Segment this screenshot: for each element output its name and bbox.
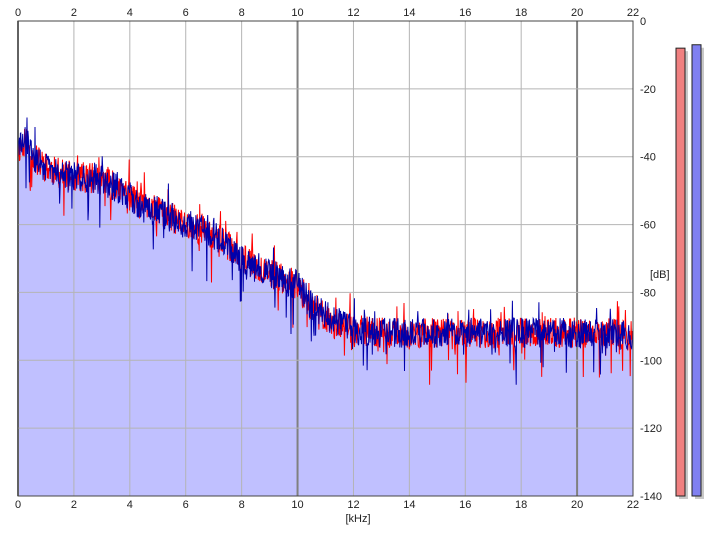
y-tick-label: -20 [640,84,656,96]
right-channel-line [17,117,634,385]
x-tick-label: 8 [239,7,245,19]
x-tick-label: 4 [127,499,133,511]
x-tick-label: 0 [15,7,21,19]
x-tick-label: 18 [515,499,527,511]
x-tick-label: 2 [71,7,77,19]
x-tick-label: 8 [239,499,245,511]
y-tick-label: -100 [640,355,662,367]
x-tick-label: 10 [291,499,303,511]
x-tick-label: 22 [627,499,639,511]
y-tick-label: -40 [640,152,656,164]
x-tick-label: 20 [571,499,583,511]
x-tick-labels-bottom: 0 2 4 6 8 10 12 14 16 18 20 22 [15,499,639,511]
y-tick-label: -80 [640,287,656,299]
y-axis-unit: [dB] [650,269,670,281]
x-tick-label: 20 [571,7,583,19]
y-tick-label: -120 [640,423,662,435]
y-tick-label: 0 [640,16,646,28]
x-tick-label: 16 [459,7,471,19]
x-tick-label: 22 [627,7,639,19]
x-tick-label: 18 [515,7,527,19]
x-tick-label: 14 [403,7,415,19]
y-tick-labels: 0 -20 -40 -60 -80 -100 -120 -140 [640,16,662,503]
y-tick-label: -60 [640,220,656,232]
x-tick-label: 6 [183,7,189,19]
x-tick-label: 6 [183,499,189,511]
x-tick-label: 0 [15,499,21,511]
level-meter-bar [691,44,702,497]
x-tick-label: 14 [403,499,415,511]
level-meters [675,44,704,500]
x-axis-unit: [kHz] [345,513,370,525]
x-tick-label: 16 [459,499,471,511]
y-tick-label: -140 [640,491,662,503]
x-tick-label: 10 [291,7,303,19]
x-tick-label: 2 [71,499,77,511]
x-tick-labels-top: 0 2 4 6 8 10 12 14 16 18 20 22 [15,7,639,19]
plot-border [17,20,634,497]
x-tick-label: 12 [347,7,359,19]
x-tick-label: 4 [127,7,133,19]
x-tick-label: 12 [347,499,359,511]
level-meter-bar [675,47,686,497]
